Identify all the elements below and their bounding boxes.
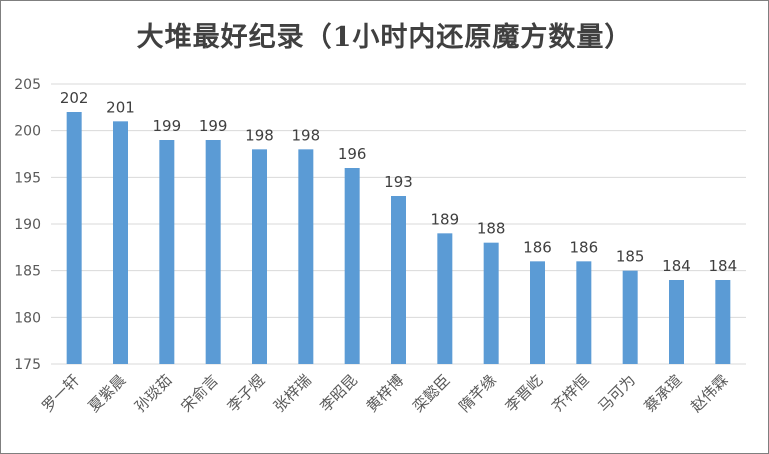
bar (113, 121, 128, 364)
x-tick-label: 隋芊缘 (455, 371, 500, 416)
x-tick-label: 黄梓博 (363, 371, 408, 416)
x-axis-labels: 罗一轩 夏紫晨 孙琰茹 宋俞言 李子煜 张梓瑞 李昭昆 黄梓博 栾懿臣 隋芊缘 李晋屹 齐梓恒 马可为蔡… (38, 371, 731, 416)
data-label: 198 (245, 126, 274, 144)
data-label: 188 (477, 220, 506, 238)
data-label: 184 (662, 257, 691, 275)
x-tick-label: 罗一轩 (38, 371, 83, 416)
data-label: 193 (384, 173, 413, 191)
y-tick-label: 185 (14, 264, 41, 280)
y-tick-label: 180 (14, 310, 41, 326)
data-label: 186 (523, 238, 552, 256)
y-tick-label: 190 (14, 217, 41, 233)
data-label: 199 (153, 117, 182, 135)
bar (715, 280, 731, 364)
x-tick-label: 李晋屹 (502, 371, 547, 416)
data-label: 201 (106, 98, 135, 116)
data-label: 185 (616, 248, 645, 266)
x-tick-label: 夏紫晨 (85, 371, 130, 416)
y-axis-ticks: 175 180 185 190 195 200 205 (14, 77, 41, 373)
data-label: 189 (431, 210, 460, 228)
bar (622, 270, 638, 364)
bar (437, 233, 453, 364)
bars (66, 112, 731, 364)
bar (530, 261, 545, 364)
x-tick-label: 宋俞言 (177, 371, 222, 416)
x-tick-label: 栾懿臣 (409, 371, 454, 416)
data-label: 199 (199, 117, 228, 135)
bar (391, 196, 406, 364)
x-tick-label: 齐梓恒 (548, 371, 593, 416)
x-tick-label: 张梓瑞 (270, 371, 315, 416)
data-label: 184 (709, 257, 738, 275)
bar (298, 149, 314, 364)
bar (483, 242, 499, 364)
x-tick-label: 孙琰茹 (131, 371, 176, 416)
x-tick-label: 马可为 (594, 371, 639, 416)
y-tick-label: 205 (14, 77, 41, 93)
data-label: 196 (338, 145, 367, 163)
y-tick-label: 200 (14, 124, 41, 140)
y-tick-label: 195 (14, 170, 41, 186)
data-labels: 202 201 199 199 198 198 196 193 189 188 186 186 185 1… (60, 89, 737, 275)
y-tick-label: 175 (14, 357, 41, 373)
bar (669, 280, 684, 364)
x-tick-label: 李子煜 (224, 371, 269, 416)
x-tick-label: 蔡承瑄 (641, 371, 686, 416)
bar (576, 261, 592, 364)
bar (159, 140, 175, 364)
x-tick-label: 李昭昆 (316, 371, 361, 416)
chart-title: 大堆最好纪录（1小时内还原魔方数量） (136, 22, 633, 53)
x-tick-label: 赵伟霖 (687, 371, 732, 416)
bar (252, 149, 267, 364)
data-label: 198 (292, 126, 321, 144)
data-label: 186 (570, 238, 599, 256)
data-label: 202 (60, 89, 89, 107)
bar (66, 112, 82, 364)
bar (344, 168, 360, 364)
bar (205, 140, 221, 364)
